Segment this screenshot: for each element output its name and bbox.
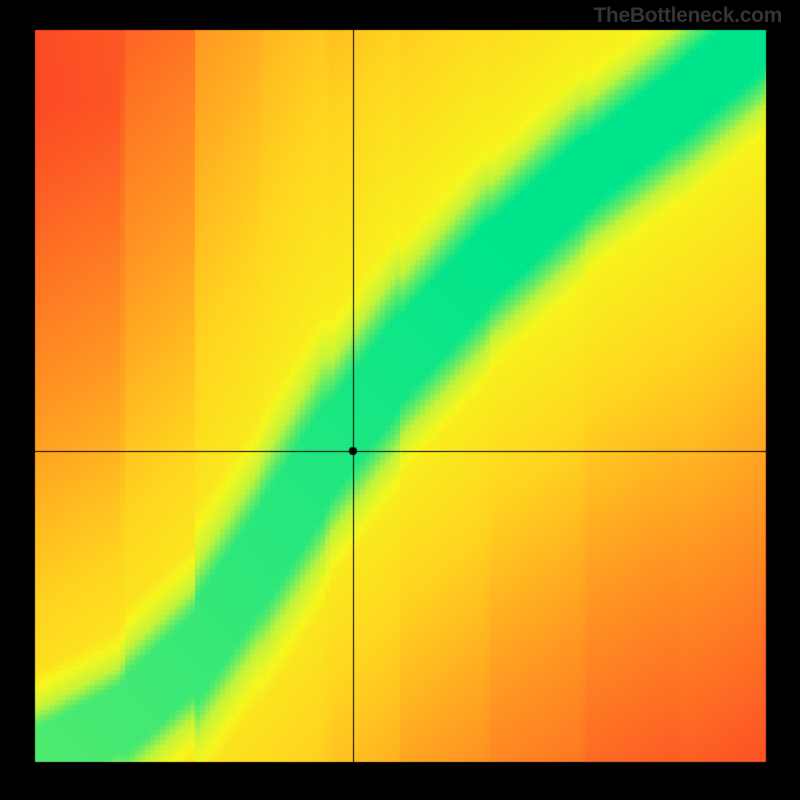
watermark: TheBottleneck.com [593,4,782,28]
heatmap-canvas [0,0,800,800]
chart-stage: TheBottleneck.com [0,0,800,800]
